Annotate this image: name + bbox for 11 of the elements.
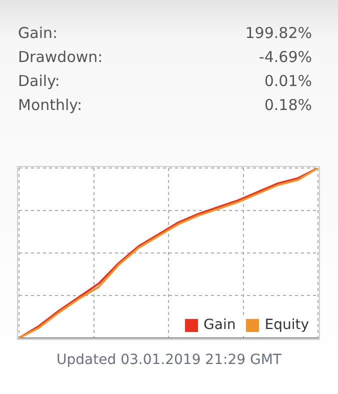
text: 0.18%: [264, 96, 312, 114]
text: Monthly:: [18, 96, 82, 114]
text: Gain:: [18, 24, 58, 42]
text: Daily:: [18, 72, 60, 90]
text: 0.01%: [264, 72, 312, 90]
legend-label: Equity: [264, 317, 309, 333]
text: Updated 03.01.2019 21:29 GMT: [56, 352, 282, 368]
legend-label: Gain: [204, 317, 236, 333]
text: 199.82%: [245, 24, 312, 42]
text: -4.69%: [258, 48, 312, 66]
text: Drawdown:: [18, 48, 103, 66]
